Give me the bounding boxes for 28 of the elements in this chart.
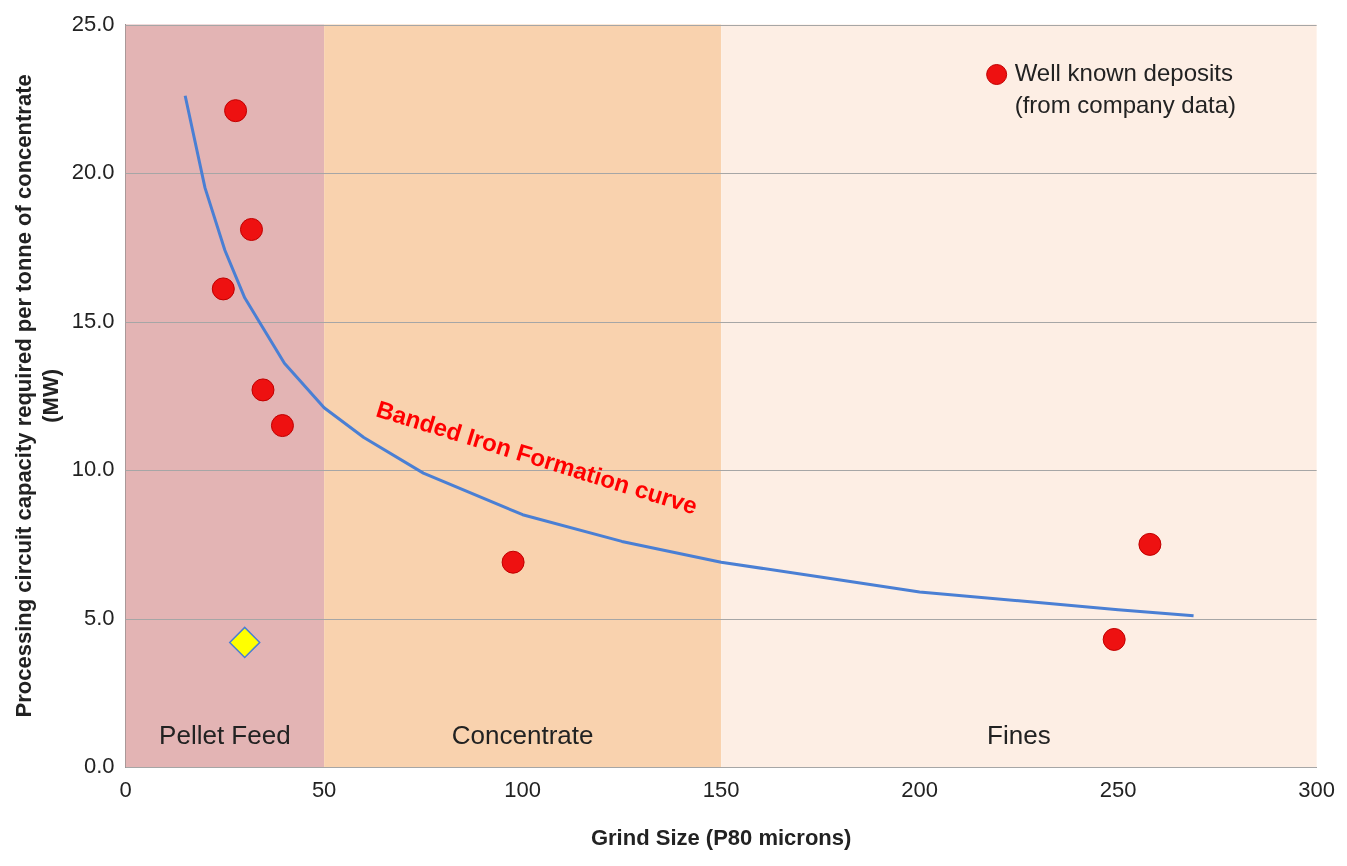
- y-tick-label: 15.0: [71, 307, 115, 333]
- point: [501, 550, 525, 574]
- y-tick-label: 10.0: [71, 456, 115, 482]
- y-tick-label: 5.0: [84, 604, 115, 630]
- point: [1102, 627, 1126, 651]
- point: [251, 378, 275, 402]
- point: [239, 217, 263, 241]
- x-axis-title: Grind Size (P80 microns): [590, 824, 852, 850]
- y-axis-title: Processing circuit capacity required per tonne of concentrate (MW): [11, 74, 63, 718]
- x-tick-label: 300: [1298, 777, 1336, 803]
- band-label: Fines: [987, 720, 1051, 751]
- y-tick-label: 25.0: [71, 10, 115, 36]
- point: [228, 626, 261, 659]
- x-tick-label: 0: [119, 777, 132, 803]
- point: [224, 99, 248, 123]
- point: [270, 414, 294, 438]
- y-tick-label: 20.0: [71, 159, 115, 185]
- legend-label: Well known deposits (from company data): [1014, 59, 1237, 119]
- x-tick-label: 50: [311, 777, 337, 803]
- y-tick-label: 0.0: [84, 753, 115, 779]
- band-label: Concentrate: [451, 720, 594, 751]
- x-tick-label: 250: [1099, 777, 1137, 803]
- band-label: Pellet Feed: [159, 720, 291, 751]
- x-tick-label: 100: [504, 777, 541, 803]
- x-tick-label: 150: [702, 777, 740, 803]
- point: [211, 277, 235, 301]
- x-tick-label: 200: [901, 777, 938, 803]
- point: [1138, 532, 1162, 556]
